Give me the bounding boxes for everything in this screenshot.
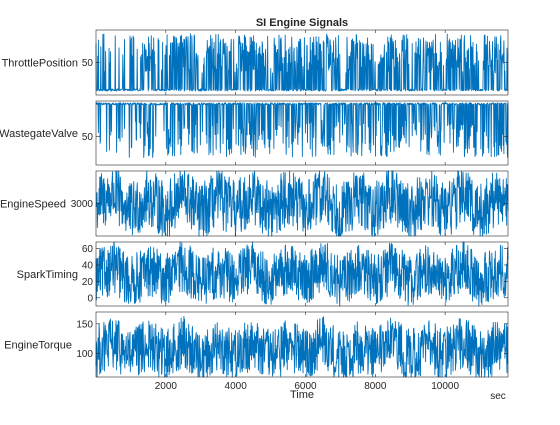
y-tick-label-EngineTorque-100: 100 (76, 349, 93, 360)
panel-frame-EngineTorque (95, 311, 509, 378)
x-tick-label-8000: 8000 (364, 381, 387, 392)
y-tick-label-ThrottlePosition-50: 50 (82, 58, 94, 69)
series-line-ThrottlePosition (95, 33, 509, 92)
series-line-WastegateValve (95, 102, 509, 158)
x-axis: 2000 4000 6000 8000 10000 (155, 381, 460, 392)
x-tick-label-2000: 2000 (155, 381, 178, 392)
series-line-EngineTorque (95, 315, 509, 378)
series-line-SparkTiming (95, 241, 509, 307)
panel-EngineSpeed: 3000 EngineSpeed (0, 170, 509, 237)
panel-frame-WastegateValve (95, 100, 509, 166)
y-axis-label-EngineTorque: EngineTorque (4, 340, 72, 352)
y-tick-label-SparkTiming-0: 0 (87, 293, 93, 304)
y-axis-label-EngineSpeed: EngineSpeed (0, 199, 66, 211)
y-axis-label-SparkTiming: SparkTiming (17, 269, 78, 281)
chart-panels: 50 ThrottlePosition 50 WastegateValve 3000 En… (0, 29, 509, 378)
series-line-EngineSpeed (95, 170, 509, 237)
y-tick-label-EngineSpeed-3000: 3000 (71, 199, 94, 210)
y-tick-label-EngineTorque-150: 150 (76, 319, 93, 330)
panel-frame-SparkTiming (95, 241, 509, 307)
panel-SparkTiming: 0 20 40 60 SparkTiming (17, 241, 509, 307)
y-axis-label-ThrottlePosition: ThrottlePosition (2, 58, 78, 70)
y-tick-label-SparkTiming-20: 20 (82, 277, 94, 288)
y-tick-label-WastegateValve-50: 50 (82, 132, 94, 143)
chart-title: SI Engine Signals (256, 17, 348, 29)
x-axis-label: Time (290, 389, 314, 401)
y-tick-label-SparkTiming-60: 60 (82, 244, 94, 255)
y-axis-label-WastegateValve: WastegateValve (0, 128, 78, 140)
x-tick-label-4000: 4000 (225, 381, 248, 392)
y-tick-label-SparkTiming-40: 40 (82, 260, 94, 271)
panel-EngineTorque: 100 150 EngineTorque (4, 311, 509, 378)
x-tick-label-10000: 10000 (431, 381, 459, 392)
panel-ThrottlePosition: 50 ThrottlePosition (2, 29, 509, 96)
x-tick-label-6000: 6000 (294, 381, 317, 392)
x-axis-unit: sec (490, 391, 506, 402)
panel-WastegateValve: 50 WastegateValve (0, 100, 509, 166)
